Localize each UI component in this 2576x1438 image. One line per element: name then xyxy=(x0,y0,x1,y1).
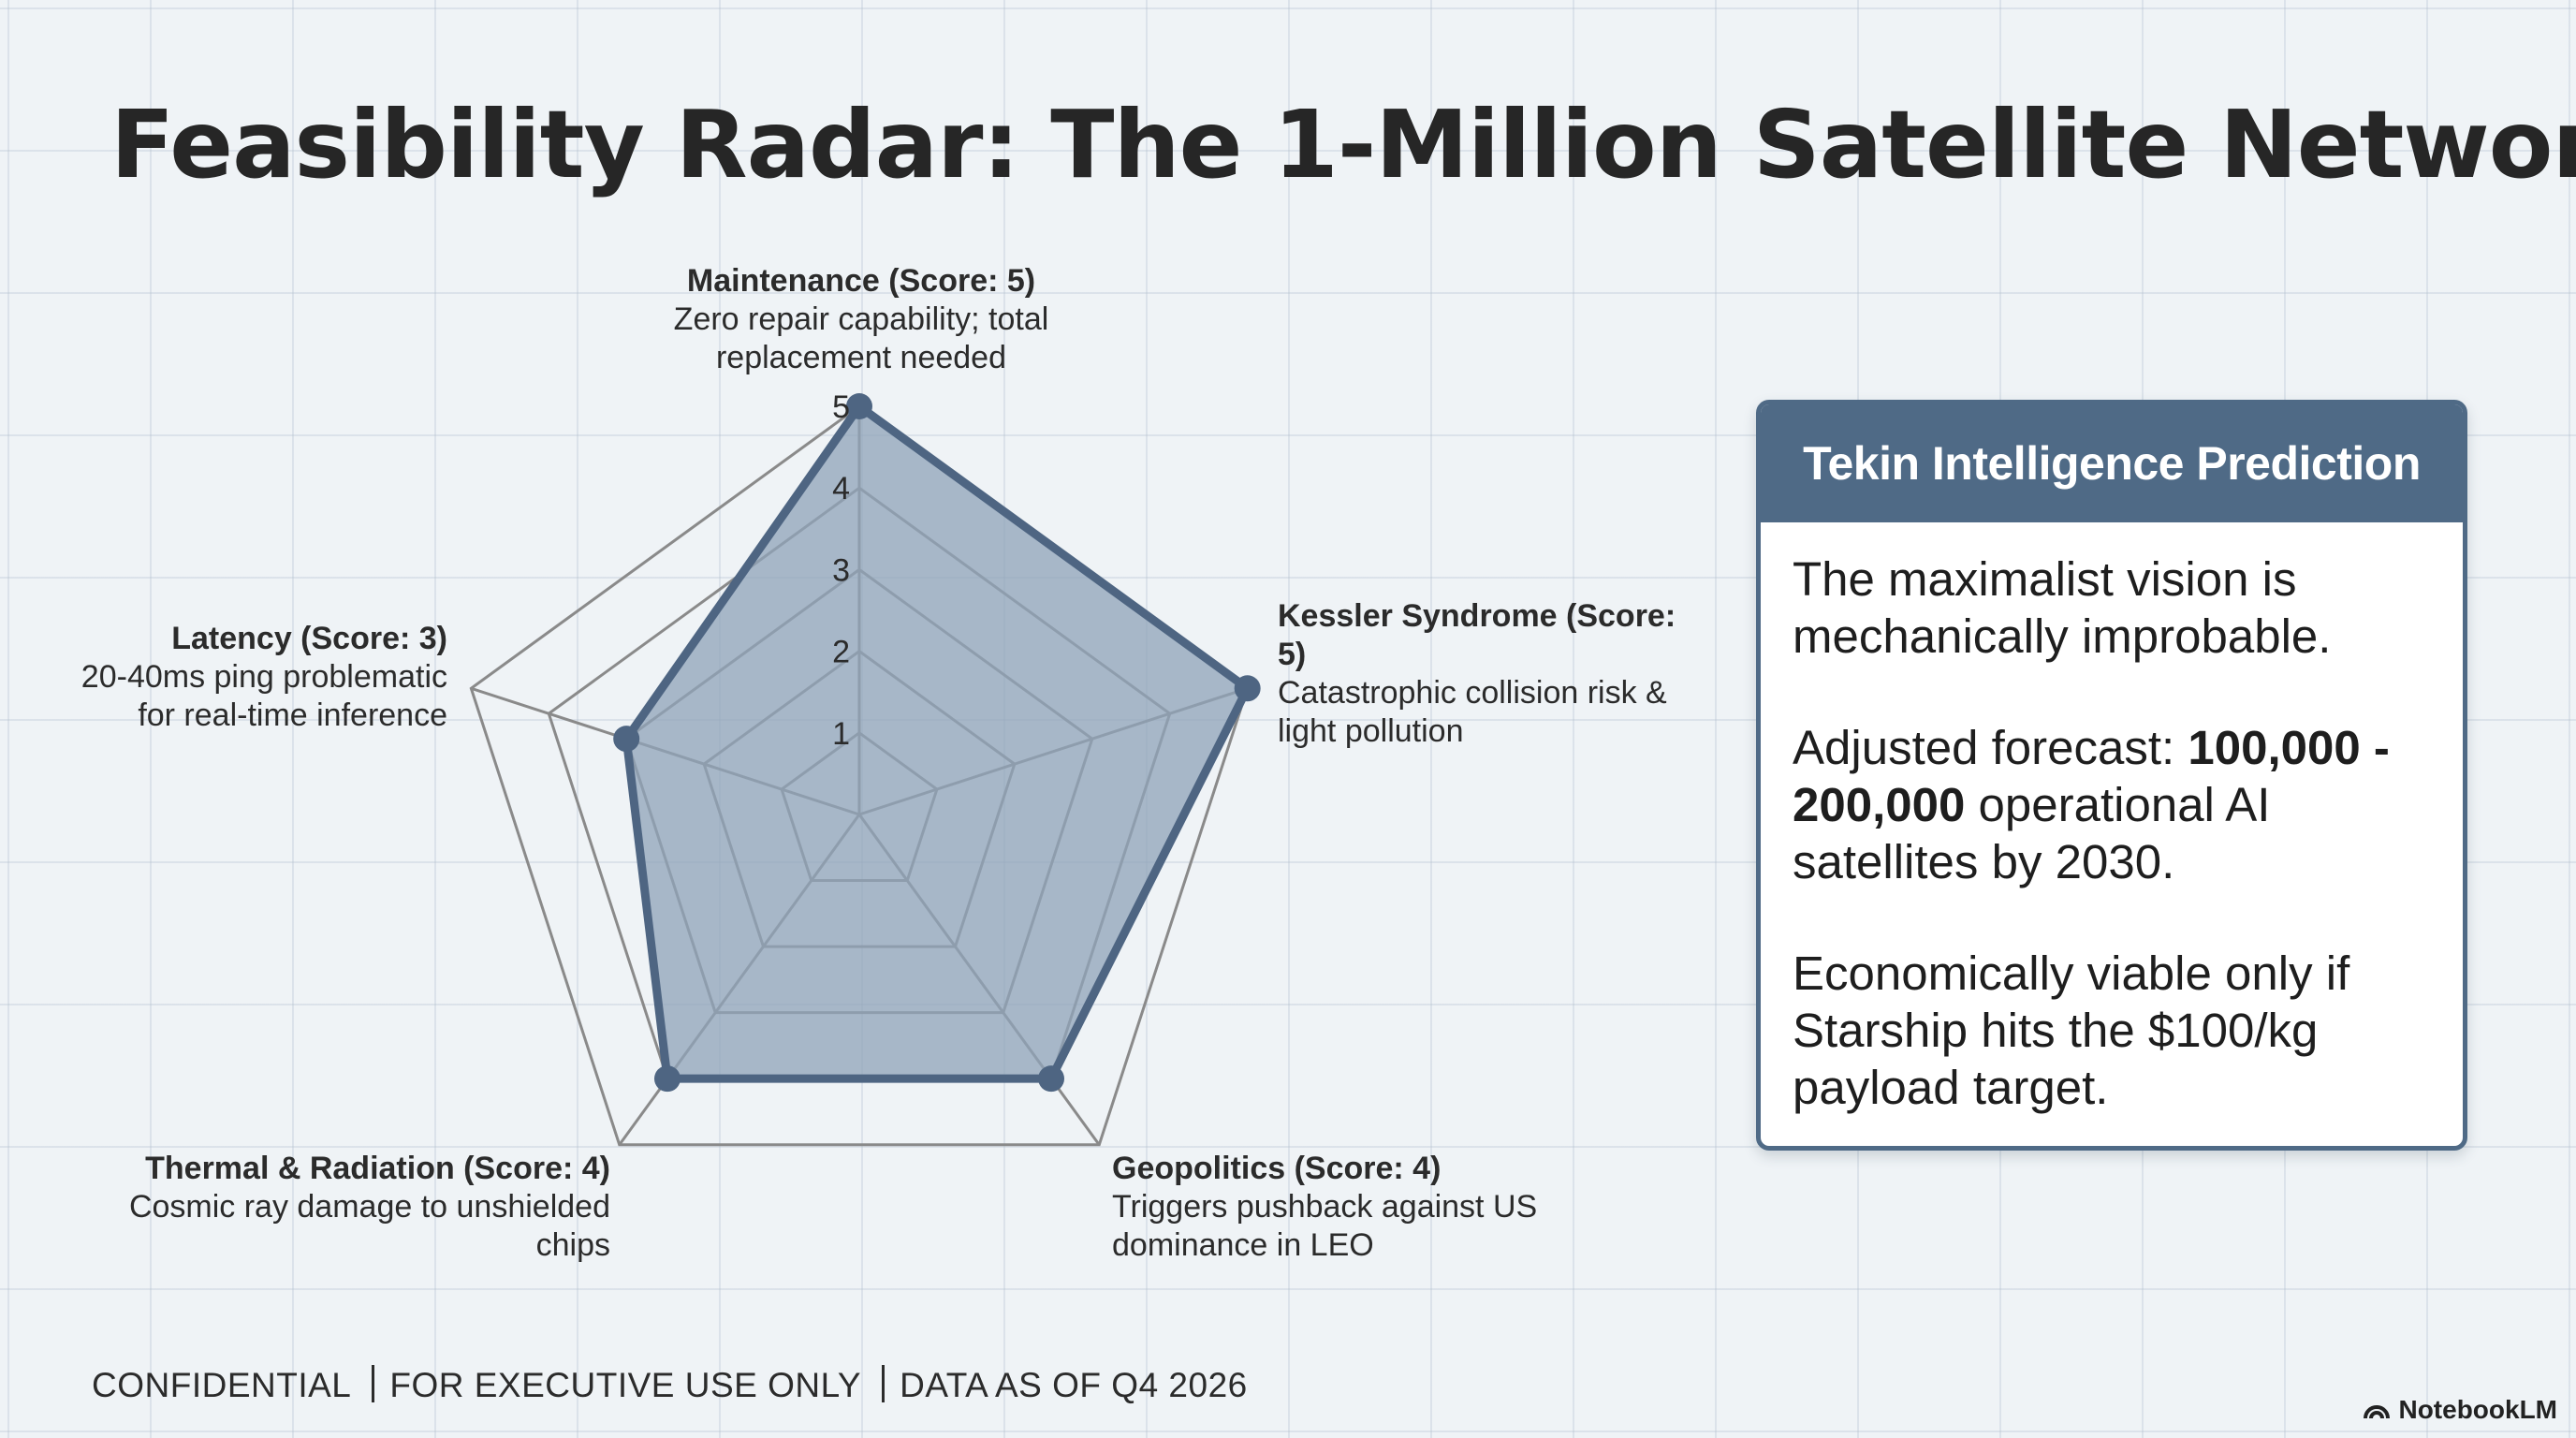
axis-title: Maintenance (Score: 5) xyxy=(686,263,1036,299)
footer-divider xyxy=(882,1365,886,1402)
radar-series xyxy=(613,393,1261,1093)
tick-label: 4 xyxy=(832,471,850,506)
data-point xyxy=(613,726,640,753)
axis-description: Catastrophic collision risk & light poll… xyxy=(1278,675,1667,749)
axis-label-geopolitics: Geopolitics (Score: 4) Triggers pushback… xyxy=(1112,1150,1580,1265)
axis-description: Triggers pushback against US dominance i… xyxy=(1112,1189,1538,1263)
panel-paragraph-1: The maximalist vision is mechanically im… xyxy=(1793,552,2332,663)
axis-label-thermal-radiation: Thermal & Radiation (Score: 4) Cosmic ra… xyxy=(94,1150,610,1265)
forecast-range: 100,000 - 200,000 xyxy=(1793,721,2390,831)
axis-title: Latency (Score: 3) xyxy=(171,621,447,656)
footer-data-date: DATA AS OF Q4 2026 xyxy=(900,1366,1248,1404)
forecast-suffix: operational AI satellites by 2030. xyxy=(1793,778,2271,888)
page-title: Feasibility Radar: The 1-Million Satelli… xyxy=(110,90,2576,199)
prediction-panel: Tekin Intelligence Prediction The maxima… xyxy=(1756,400,2467,1151)
axis-label-maintenance: Maintenance (Score: 5) Zero repair capab… xyxy=(618,262,1105,377)
axis-label-kessler-syndrome: Kessler Syndrome (Score: 5) Catastrophic… xyxy=(1278,597,1708,751)
data-point xyxy=(846,393,872,419)
panel-body: The maximalist vision is mechanically im… xyxy=(1761,522,2463,1116)
tick-label: 2 xyxy=(832,635,850,670)
axis-description: Cosmic ray damage to unshielded chips xyxy=(128,1189,610,1263)
data-point xyxy=(1234,675,1261,702)
axis-title: Geopolitics (Score: 4) xyxy=(1112,1151,1442,1186)
axis-label-latency: Latency (Score: 3) 20-40ms ping problema… xyxy=(37,620,447,735)
notebooklm-logo-icon xyxy=(2364,1405,2391,1419)
footer-confidential: CONFIDENTIAL xyxy=(92,1366,352,1404)
axis-title: Thermal & Radiation (Score: 4) xyxy=(145,1151,610,1186)
data-point xyxy=(653,1065,681,1093)
tick-label: 1 xyxy=(832,716,850,752)
axis-description: 20-40ms ping problematic for real-time i… xyxy=(80,659,447,733)
brand-label: NotebookLM xyxy=(2398,1395,2557,1424)
tick-label: 5 xyxy=(832,389,850,425)
footer: CONFIDENTIAL FOR EXECUTIVE USE ONLY DATA A… xyxy=(92,1365,1248,1405)
panel-title: Tekin Intelligence Prediction xyxy=(1761,404,2463,522)
tick-label: 3 xyxy=(832,552,850,588)
series-area xyxy=(622,402,1252,1083)
axis-description: Zero repair capability; total replacemen… xyxy=(673,301,1049,375)
panel-paragraph-2: Adjusted forecast: 100,000 - 200,000 ope… xyxy=(1793,719,2431,890)
brand: NotebookLM xyxy=(2363,1395,2557,1425)
forecast-prefix: Adjusted forecast: xyxy=(1793,721,2188,774)
footer-executive: FOR EXECUTIVE USE ONLY xyxy=(389,1366,862,1404)
radar-tick-labels: 1 2 3 4 5 xyxy=(832,389,850,752)
axis-title: Kessler Syndrome (Score: 5) xyxy=(1278,598,1676,672)
panel-paragraph-3: Economically viable only if Starship hit… xyxy=(1793,946,2350,1114)
footer-divider xyxy=(372,1365,375,1402)
data-point xyxy=(1038,1065,1065,1093)
